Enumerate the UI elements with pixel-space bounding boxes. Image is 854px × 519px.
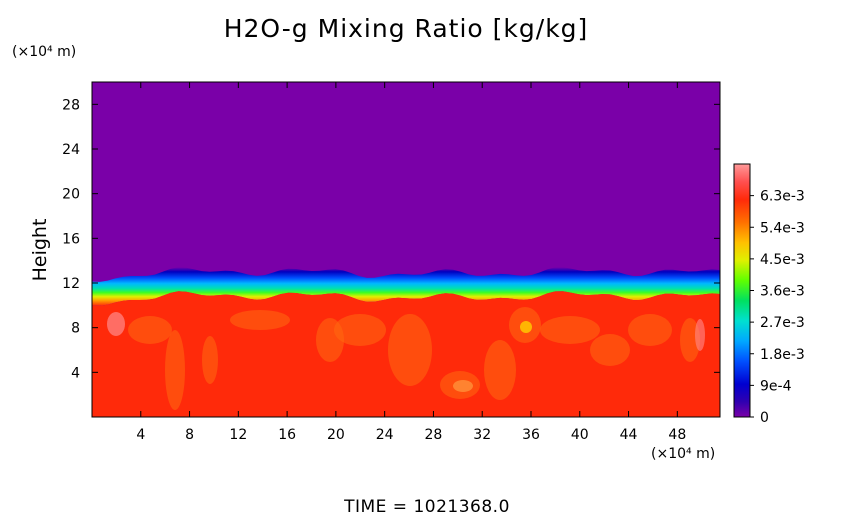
x-tick-label: 12 (229, 427, 247, 443)
colorbar-label: 1.8e-3 (760, 347, 805, 363)
y-axis: 4 8 12 16 20 24 28 (62, 97, 720, 381)
x-tick-label: 48 (668, 427, 686, 443)
eddy-2 (202, 336, 218, 384)
eddy-5 (334, 314, 386, 346)
eddy-1 (165, 330, 185, 410)
colorbar: 0 9e-4 1.8e-3 2.7e-3 3.6e-3 4.5e-3 5.4e-3 6.3e-… (733, 163, 805, 426)
x-tick-label: 24 (376, 427, 394, 443)
x-axis: 4 8 12 16 20 24 28 32 36 40 44 48 (136, 82, 686, 443)
eddy-8 (484, 340, 516, 400)
x-tick-label: 32 (473, 427, 491, 443)
eddy-6 (388, 314, 432, 386)
eddy-13 (680, 318, 700, 362)
y-tick-label: 28 (62, 97, 80, 113)
time-label: TIME = 1021368.0 (344, 497, 510, 517)
x-tick-label: 20 (327, 427, 345, 443)
y-tick-label: 12 (62, 276, 80, 292)
colorbar-label: 2.7e-3 (760, 315, 805, 331)
moist-pocket (520, 321, 532, 333)
colorbar-gradient (733, 163, 751, 418)
heatmap-field (92, 82, 720, 417)
x-tick-label: 4 (136, 427, 145, 443)
moist-pocket-left (107, 312, 125, 336)
y-tick-label: 4 (71, 365, 80, 381)
chart-title: H2O-g Mixing Ratio [kg/kg] (223, 14, 589, 43)
colorbar-label: 9e-4 (760, 378, 792, 394)
colorbar-label: 4.5e-3 (760, 252, 805, 268)
colorbar-label: 3.6e-3 (760, 284, 805, 300)
x-tick-label: 8 (185, 427, 194, 443)
y-unit-label: (×10⁴ m) (12, 44, 77, 60)
y-tick-label: 8 (71, 321, 80, 337)
x-tick-label: 44 (620, 427, 638, 443)
x-tick-label: 36 (522, 427, 540, 443)
x-tick-label: 40 (571, 427, 589, 443)
plot-frame (91, 81, 721, 418)
eddy-12 (628, 314, 672, 346)
x-tick-label: 16 (278, 427, 296, 443)
y-tick-label: 16 (62, 231, 80, 247)
colorbar-label: 0 (760, 410, 769, 426)
transition-band (92, 267, 720, 306)
eddy-core (453, 380, 473, 392)
x-tick-label: 28 (425, 427, 443, 443)
eddy-10 (540, 316, 600, 344)
colorbar-label: 5.4e-3 (760, 220, 805, 236)
x-unit-label: (×10⁴ m) (651, 446, 716, 462)
colorbar-label: 6.3e-3 (760, 189, 805, 205)
moist-pocket-right (695, 319, 705, 351)
eddy-0 (128, 316, 172, 344)
y-tick-label: 20 (62, 187, 80, 203)
eddy-3 (230, 310, 290, 330)
eddy-11 (590, 334, 630, 366)
y-tick-label: 24 (62, 142, 80, 158)
